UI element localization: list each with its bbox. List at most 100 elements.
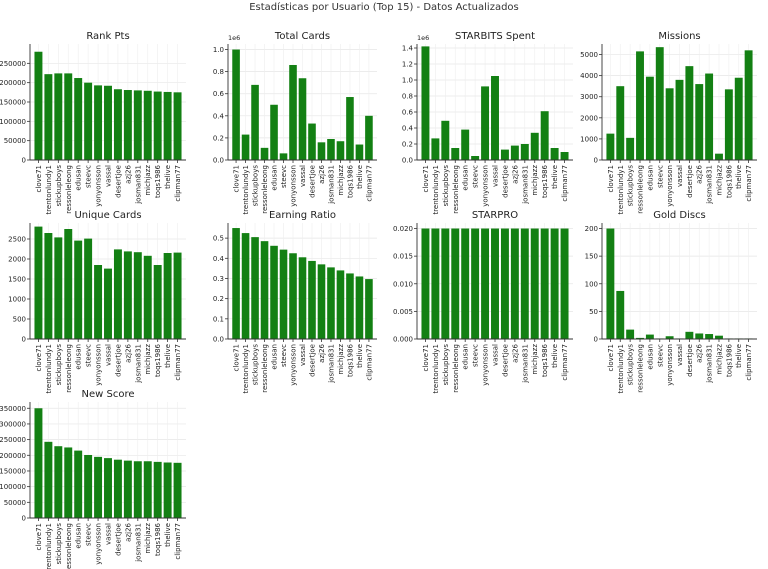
bar-desertjoe	[685, 331, 694, 339]
x-tick-label: edusan	[75, 165, 83, 191]
axis-multiplier: 1e6	[417, 34, 429, 42]
y-tick-label: 200	[585, 225, 598, 233]
y-tick-label: 2000	[8, 256, 26, 264]
bar-desertjoe	[113, 459, 122, 518]
bar-azj26	[510, 145, 519, 160]
y-tick-label: 0.0	[213, 336, 224, 344]
y-tick-label: 0.010	[393, 280, 413, 288]
y-tick-label: 2000	[580, 114, 598, 122]
bar-steevc	[471, 156, 480, 160]
bar-toqs1986	[346, 97, 354, 160]
bar-vassal	[104, 458, 112, 518]
bar-michjazz	[143, 255, 152, 339]
bar-yonyonsson	[481, 228, 490, 339]
bar-yonyonsson	[665, 88, 674, 160]
y-tick-label: 0	[22, 157, 26, 165]
y-tick-label: 2500	[8, 236, 26, 244]
x-tick-label: ressonleleong	[637, 165, 645, 214]
bar-thelive	[163, 91, 172, 160]
bar-desertjoe	[308, 260, 316, 339]
bar-vassal	[298, 257, 307, 339]
y-tick-label: 0.6	[213, 90, 225, 98]
bar-desertjoe	[113, 89, 122, 160]
y-tick-label: 1.0	[402, 77, 413, 85]
bar-clove71	[421, 46, 430, 160]
bar-yonyonsson	[665, 336, 674, 339]
y-tick-label: 1.4	[402, 45, 414, 53]
x-tick-label: edusan	[75, 523, 83, 549]
bar-trentonlundy1	[431, 228, 440, 339]
y-tick-label: 50000	[4, 137, 26, 145]
bar-desertjoe	[500, 228, 509, 339]
x-tick-label: thelive	[356, 165, 364, 189]
x-tick-label: trentonlundy1	[617, 344, 625, 394]
x-tick-label: stickupboys	[252, 344, 260, 386]
bar-josman831	[133, 90, 142, 160]
bar-josman831	[133, 252, 142, 339]
x-tick-label: toqs1986	[154, 164, 162, 197]
x-tick-label: steevc	[656, 344, 664, 367]
bar-josman831	[327, 267, 335, 339]
bar-vassal	[491, 76, 499, 160]
x-tick-label: vassal	[492, 165, 500, 187]
x-tick-label: yonyonsson	[666, 165, 674, 207]
bar-edusan	[74, 78, 83, 160]
x-tick-label: azj26	[318, 343, 326, 362]
x-tick-label: michjazz	[715, 165, 723, 196]
bar-trentonlundy1	[44, 441, 53, 518]
x-tick-label: desertjoe	[114, 165, 122, 198]
bar-yonyonsson	[481, 86, 490, 160]
bar-vassal	[104, 268, 112, 339]
x-tick-label: clove71	[35, 165, 43, 192]
bar-josman831	[705, 334, 714, 339]
y-tick-label: 0.5	[213, 235, 224, 243]
x-tick-label: michjazz	[715, 344, 723, 375]
x-tick-label: trentonlundy1	[617, 165, 625, 215]
bar-josman831	[520, 228, 529, 339]
x-tick-label: trentonlundy1	[45, 165, 53, 215]
x-tick-label: clove71	[35, 523, 43, 550]
y-tick-label: 0.0	[402, 157, 413, 165]
x-tick-label: desertjoe	[114, 523, 122, 556]
bar-clove71	[606, 133, 615, 160]
x-tick-label: steevc	[472, 344, 480, 367]
x-tick-label: desertjoe	[114, 344, 122, 377]
x-tick-label: toqs1986	[346, 164, 354, 197]
x-tick-label: edusan	[646, 344, 654, 370]
y-tick-label: 0.4	[213, 255, 225, 263]
bar-clove71	[232, 49, 240, 160]
bar-desertjoe	[685, 66, 694, 160]
x-tick-label: toqs1986	[725, 343, 733, 376]
y-tick-label: 0.2	[213, 134, 224, 142]
panel-title: Unique Cards	[74, 210, 141, 221]
bar-toqs1986	[153, 265, 162, 339]
x-tick-label: ressonleleong	[65, 344, 73, 393]
x-tick-label: josman831	[134, 344, 142, 384]
bar-edusan	[74, 450, 83, 518]
bar-vassal	[675, 79, 684, 160]
bar-michjazz	[530, 228, 539, 339]
bar-azj26	[123, 460, 132, 518]
x-tick-label: toqs1986	[154, 343, 162, 376]
panel-title: New Score	[82, 389, 135, 400]
y-tick-label: 0	[594, 157, 598, 165]
y-tick-label: 0.2	[213, 295, 224, 303]
panel-title: Gold Discs	[653, 210, 706, 221]
x-tick-label: clove71	[233, 165, 241, 192]
bar-trentonlundy1	[616, 86, 625, 160]
x-tick-label: stickupboys	[55, 165, 63, 207]
x-tick-label: thelive	[551, 344, 559, 368]
panel-title: Earning Ratio	[269, 210, 336, 221]
y-tick-label: 150	[585, 253, 598, 261]
x-tick-label: yonyonsson	[290, 344, 298, 386]
bar-stickupboys	[251, 237, 259, 339]
bar-michjazz	[143, 461, 152, 518]
x-tick-label: clipman77	[174, 523, 182, 560]
x-tick-label: yonyonsson	[95, 165, 103, 207]
x-tick-label: steevc	[85, 344, 93, 367]
bar-edusan	[461, 228, 470, 339]
bar-clove71	[34, 226, 43, 339]
y-tick-label: 1.2	[402, 61, 413, 69]
x-tick-label: clipman77	[745, 344, 753, 381]
bar-toqs1986	[540, 111, 549, 160]
